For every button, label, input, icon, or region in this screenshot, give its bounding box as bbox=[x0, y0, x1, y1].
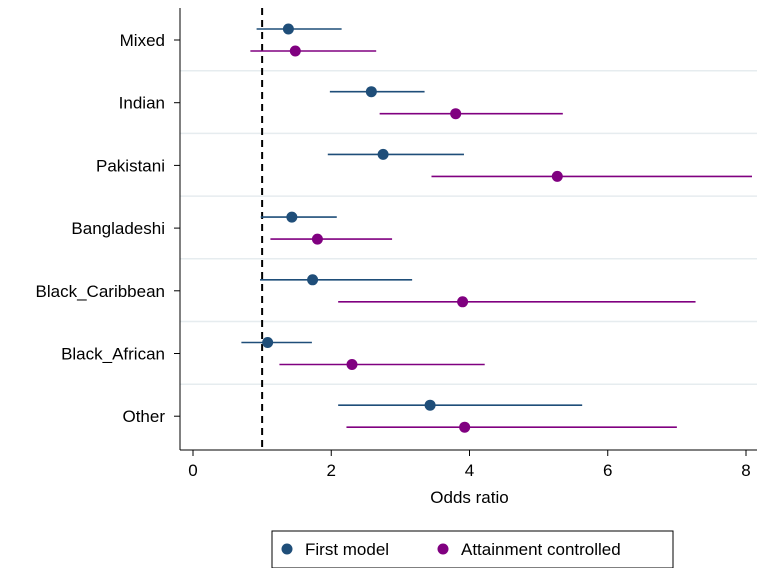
ci-mark bbox=[431, 170, 752, 182]
category-label: Bangladeshi bbox=[71, 219, 165, 238]
legend-label: First model bbox=[305, 540, 389, 559]
estimate-point bbox=[457, 296, 469, 308]
ci-mark bbox=[338, 399, 583, 411]
ci-mark bbox=[241, 337, 312, 348]
legend-box bbox=[271, 530, 674, 568]
estimate-point bbox=[289, 45, 301, 57]
category-label: Pakistani bbox=[96, 156, 165, 175]
ci-mark bbox=[338, 296, 696, 308]
estimate-point bbox=[286, 211, 298, 223]
ci-mark bbox=[327, 148, 464, 160]
estimate-point bbox=[377, 148, 389, 160]
legend: First model Attainment controlled bbox=[271, 530, 674, 568]
estimate-point bbox=[346, 359, 358, 370]
category-label: Black_African bbox=[61, 345, 165, 364]
ci-mark bbox=[270, 233, 393, 245]
estimate-point bbox=[551, 170, 563, 182]
estimate-point bbox=[262, 337, 274, 348]
category-separators bbox=[180, 69, 757, 385]
ci-mark bbox=[260, 211, 337, 223]
x-tick-label: 8 bbox=[741, 461, 750, 480]
y-axis-category-labels: Mixed Indian Pakistani Bangladeshi Black_Car… bbox=[36, 31, 180, 426]
estimate-point bbox=[282, 23, 294, 35]
category-label: Other bbox=[122, 407, 165, 426]
ci-mark bbox=[279, 359, 485, 370]
ci-mark bbox=[250, 45, 377, 57]
x-axis-title: Odds ratio bbox=[430, 488, 508, 507]
ci-mark bbox=[256, 23, 342, 35]
estimate-point bbox=[365, 86, 377, 98]
legend-marker bbox=[437, 543, 449, 555]
estimate-point bbox=[459, 421, 471, 433]
estimate-point bbox=[311, 233, 323, 245]
data-marks bbox=[241, 23, 752, 433]
estimate-point bbox=[307, 274, 319, 286]
category-label: Indian bbox=[119, 94, 165, 113]
x-tick-label: 4 bbox=[465, 461, 474, 480]
estimate-point bbox=[450, 108, 462, 120]
legend-label: Attainment controlled bbox=[461, 540, 621, 559]
legend-marker bbox=[281, 543, 293, 555]
ci-mark bbox=[346, 421, 677, 433]
x-tick-label: 6 bbox=[603, 461, 612, 480]
x-tick-label: 0 bbox=[188, 461, 197, 480]
ci-mark bbox=[260, 274, 413, 286]
category-label: Mixed bbox=[120, 31, 165, 50]
x-axis-ticks: 0 2 4 6 8 bbox=[188, 450, 751, 480]
x-tick-label: 2 bbox=[327, 461, 336, 480]
ci-mark bbox=[329, 86, 425, 98]
category-label: Black_Caribbean bbox=[36, 282, 165, 301]
estimate-point bbox=[424, 399, 436, 411]
ci-mark bbox=[379, 108, 563, 120]
